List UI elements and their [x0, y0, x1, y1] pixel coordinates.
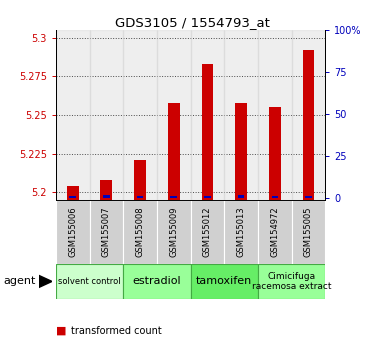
- Bar: [235, 103, 247, 200]
- Bar: [305, 196, 312, 198]
- Text: GSM155005: GSM155005: [304, 207, 313, 257]
- Bar: [157, 30, 191, 200]
- Bar: [238, 195, 244, 198]
- Bar: [100, 180, 112, 200]
- Text: GSM155013: GSM155013: [237, 206, 246, 257]
- Bar: [168, 103, 180, 200]
- Text: solvent control: solvent control: [58, 277, 121, 286]
- Bar: [157, 200, 191, 264]
- Polygon shape: [38, 275, 52, 287]
- Bar: [89, 30, 123, 200]
- Text: GSM155006: GSM155006: [68, 206, 77, 257]
- Bar: [204, 196, 211, 198]
- Bar: [56, 264, 123, 299]
- Text: GSM155009: GSM155009: [169, 207, 178, 257]
- Bar: [292, 200, 325, 264]
- Text: GSM154972: GSM154972: [270, 206, 279, 257]
- Bar: [89, 200, 123, 264]
- Bar: [171, 196, 177, 198]
- Bar: [137, 196, 143, 198]
- Bar: [258, 264, 325, 299]
- Text: GSM155008: GSM155008: [136, 206, 144, 257]
- Bar: [292, 30, 325, 200]
- Bar: [201, 64, 213, 200]
- Text: GSM155012: GSM155012: [203, 207, 212, 257]
- Bar: [224, 200, 258, 264]
- Bar: [123, 264, 191, 299]
- Text: GSM155007: GSM155007: [102, 206, 111, 257]
- Text: tamoxifen: tamoxifen: [196, 276, 253, 286]
- Bar: [123, 200, 157, 264]
- Text: agent: agent: [4, 276, 36, 286]
- Text: estradiol: estradiol: [132, 276, 181, 286]
- Bar: [103, 195, 110, 198]
- Bar: [56, 200, 89, 264]
- Bar: [258, 30, 292, 200]
- Text: Cimicifuga
racemosa extract: Cimicifuga racemosa extract: [252, 272, 331, 291]
- Bar: [271, 196, 278, 198]
- Bar: [258, 200, 292, 264]
- Bar: [134, 160, 146, 200]
- Bar: [269, 107, 281, 200]
- Bar: [56, 30, 89, 200]
- Bar: [67, 186, 79, 200]
- Bar: [224, 30, 258, 200]
- Text: ■: ■: [56, 326, 66, 336]
- Bar: [69, 196, 76, 198]
- Bar: [123, 30, 157, 200]
- Text: GDS3105 / 1554793_at: GDS3105 / 1554793_at: [115, 16, 270, 29]
- Bar: [191, 200, 224, 264]
- Bar: [303, 50, 315, 200]
- Bar: [191, 264, 258, 299]
- Text: transformed count: transformed count: [71, 326, 162, 336]
- Bar: [191, 30, 224, 200]
